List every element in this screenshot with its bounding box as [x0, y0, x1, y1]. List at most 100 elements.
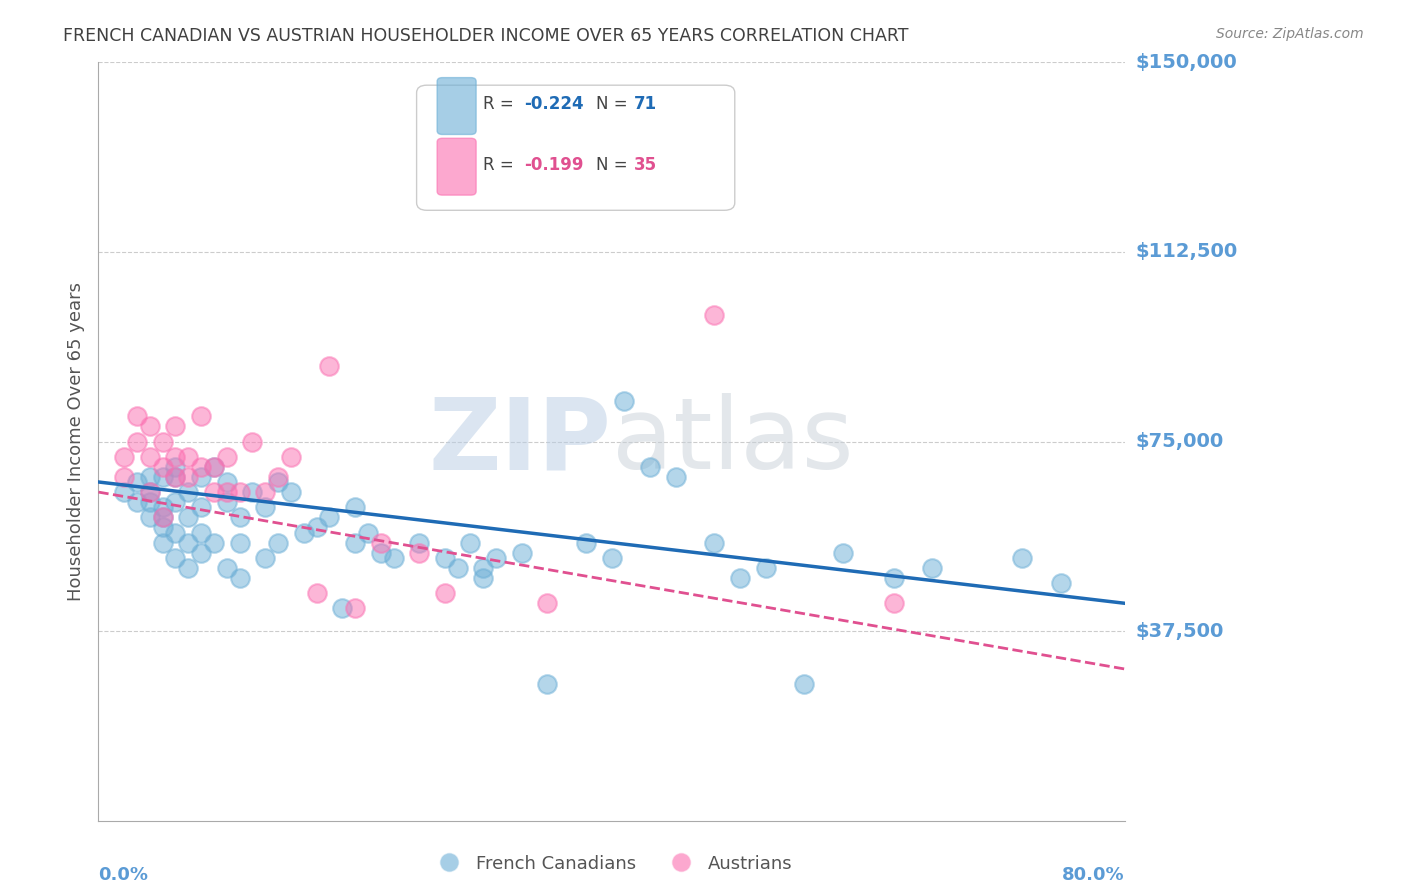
Text: 80.0%: 80.0% — [1062, 866, 1125, 884]
Text: $75,000: $75,000 — [1135, 432, 1223, 451]
Point — [242, 485, 264, 500]
Point — [408, 535, 430, 549]
Point — [112, 450, 135, 464]
Point — [472, 571, 495, 585]
Point — [138, 470, 162, 484]
Point — [228, 571, 250, 585]
Point — [254, 500, 277, 515]
Point — [370, 546, 392, 560]
Point — [510, 546, 533, 560]
Point — [318, 359, 340, 373]
Point — [638, 459, 661, 474]
Text: R =: R = — [484, 95, 519, 113]
Point — [190, 500, 212, 515]
Text: R =: R = — [484, 156, 519, 174]
Point — [152, 434, 174, 449]
Point — [165, 419, 187, 434]
Point — [318, 510, 340, 524]
Point — [460, 535, 482, 549]
Point — [152, 510, 174, 524]
Point — [1049, 576, 1071, 591]
Point — [152, 510, 174, 524]
Point — [152, 470, 174, 484]
Point — [485, 550, 508, 565]
Point — [165, 495, 187, 509]
Point — [202, 459, 225, 474]
Point — [138, 419, 162, 434]
Point — [152, 459, 174, 474]
Point — [190, 525, 212, 540]
Text: atlas: atlas — [612, 393, 853, 490]
Point — [1011, 550, 1033, 565]
Point — [703, 308, 725, 322]
Point — [138, 495, 162, 509]
Point — [613, 394, 636, 409]
Point — [382, 550, 405, 565]
Point — [703, 535, 725, 549]
FancyBboxPatch shape — [437, 138, 477, 195]
Text: $150,000: $150,000 — [1135, 53, 1237, 72]
Point — [138, 510, 162, 524]
Point — [357, 525, 380, 540]
Point — [202, 535, 225, 549]
Text: N =: N = — [596, 156, 633, 174]
Point — [370, 535, 392, 549]
Point — [536, 677, 558, 691]
Point — [242, 434, 264, 449]
Point — [883, 596, 905, 610]
Point — [202, 485, 225, 500]
Point — [177, 485, 200, 500]
Point — [305, 586, 328, 600]
FancyBboxPatch shape — [437, 78, 477, 135]
Point — [921, 561, 943, 575]
Point — [267, 535, 290, 549]
Point — [190, 459, 212, 474]
Point — [190, 470, 212, 484]
Point — [215, 475, 238, 489]
Legend: French Canadians, Austrians: French Canadians, Austrians — [423, 847, 800, 880]
Point — [138, 450, 162, 464]
Text: FRENCH CANADIAN VS AUSTRIAN HOUSEHOLDER INCOME OVER 65 YEARS CORRELATION CHART: FRENCH CANADIAN VS AUSTRIAN HOUSEHOLDER … — [63, 27, 908, 45]
Point — [125, 495, 148, 509]
Point — [433, 550, 456, 565]
Point — [202, 459, 225, 474]
Point — [254, 550, 277, 565]
Point — [177, 535, 200, 549]
Point — [112, 470, 135, 484]
Point — [152, 535, 174, 549]
Point — [215, 561, 238, 575]
Point — [125, 475, 148, 489]
Point — [138, 485, 162, 500]
Y-axis label: Householder Income Over 65 years: Householder Income Over 65 years — [66, 282, 84, 601]
Point — [165, 470, 187, 484]
Point — [408, 546, 430, 560]
Text: Source: ZipAtlas.com: Source: ZipAtlas.com — [1216, 27, 1364, 41]
Point — [177, 470, 200, 484]
Point — [165, 459, 187, 474]
Point — [177, 510, 200, 524]
Point — [883, 571, 905, 585]
Point — [228, 535, 250, 549]
Point — [754, 561, 776, 575]
Point — [125, 409, 148, 424]
Point — [280, 450, 302, 464]
Point — [575, 535, 598, 549]
Point — [728, 571, 751, 585]
Point — [152, 500, 174, 515]
Point — [177, 561, 200, 575]
Point — [190, 546, 212, 560]
Text: 71: 71 — [634, 95, 658, 113]
Text: 0.0%: 0.0% — [98, 866, 149, 884]
Point — [600, 550, 623, 565]
FancyBboxPatch shape — [416, 86, 735, 211]
Point — [343, 535, 366, 549]
Point — [152, 520, 174, 534]
Point — [447, 561, 470, 575]
Text: 35: 35 — [634, 156, 658, 174]
Text: -0.224: -0.224 — [524, 95, 583, 113]
Text: ZIP: ZIP — [429, 393, 612, 490]
Point — [343, 500, 366, 515]
Point — [112, 485, 135, 500]
Point — [831, 546, 853, 560]
Point — [177, 450, 200, 464]
